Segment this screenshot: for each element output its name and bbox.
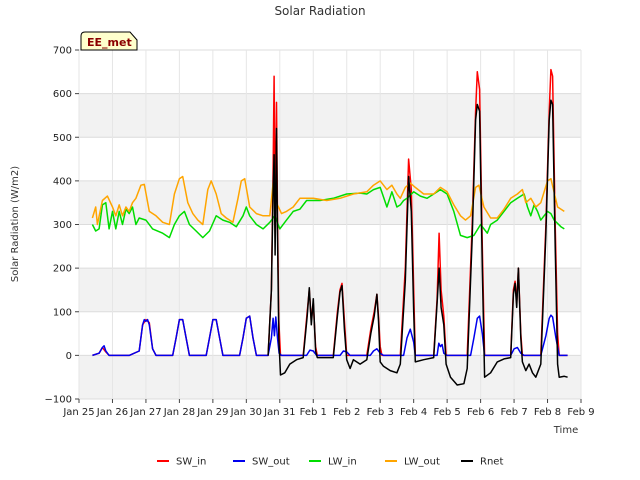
background-band [79, 93, 581, 138]
legend: SW_in SW_out LW_in LW_out Rnet [157, 457, 503, 468]
legend-label: SW_out [252, 457, 290, 468]
y-tick-label: 600 [53, 89, 72, 100]
y-axis-label: Solar Radiation (W/m2) [10, 166, 21, 282]
legend-label: Rnet [480, 457, 503, 468]
x-tick-label: Feb 2 [333, 407, 360, 418]
x-tick-label: Jan 25 [62, 407, 94, 418]
chart-title: Solar Radiation [274, 4, 365, 18]
x-tick-label: Jan 31 [263, 407, 295, 418]
x-tick-label: Jan 28 [163, 407, 195, 418]
y-tick-label: 100 [53, 307, 72, 318]
series-line-lw-in [91, 186, 565, 239]
series-layer [91, 68, 568, 386]
badge-box [80, 31, 138, 51]
plot-area [78, 49, 582, 400]
badge: EE_met [80, 31, 138, 51]
x-axis-label: Time [553, 425, 578, 436]
legend-label: SW_in [176, 457, 206, 468]
x-tick-label: Jan 30 [230, 407, 262, 418]
x-axis: Jan 25 Jan 26 Jan 27 Jan 28 Jan 29 Jan 30 Jan … [62, 399, 595, 418]
x-tick-label: Feb 3 [367, 407, 394, 418]
x-tick-label: Feb 8 [534, 407, 561, 418]
series-line-lw-out [91, 175, 565, 226]
y-tick-label: 0 [66, 351, 72, 362]
x-tick-label: Feb 6 [467, 407, 494, 418]
series-line-sw-out [92, 314, 568, 357]
y-tick-label: −100 [45, 395, 72, 406]
badge-text: EE_met [87, 36, 132, 49]
background-band [79, 180, 581, 225]
background-band [79, 268, 581, 312]
legend-label: LW_in [328, 457, 357, 468]
x-tick-label: Jan 26 [96, 407, 128, 418]
y-tick-label: 300 [53, 220, 72, 231]
series-line-rnet [267, 99, 568, 386]
x-tick-label: Feb 7 [500, 407, 527, 418]
y-tick-label: 700 [53, 46, 72, 57]
legend-label: LW_out [404, 457, 440, 468]
x-tick-label: Feb 1 [300, 407, 327, 418]
x-tick-label: Jan 27 [129, 407, 161, 418]
x-tick-label: Jan 29 [196, 407, 228, 418]
x-tick-label: Feb 5 [434, 407, 461, 418]
x-tick-label: Feb 9 [567, 407, 594, 418]
y-axis: −100 0 100 200 300 400 500 600 700 [45, 46, 79, 406]
y-tick-label: 500 [53, 133, 72, 144]
background-band [79, 355, 581, 399]
y-tick-label: 200 [53, 264, 72, 275]
y-tick-label: 400 [53, 176, 72, 187]
x-tick-label: Feb 4 [400, 407, 427, 418]
